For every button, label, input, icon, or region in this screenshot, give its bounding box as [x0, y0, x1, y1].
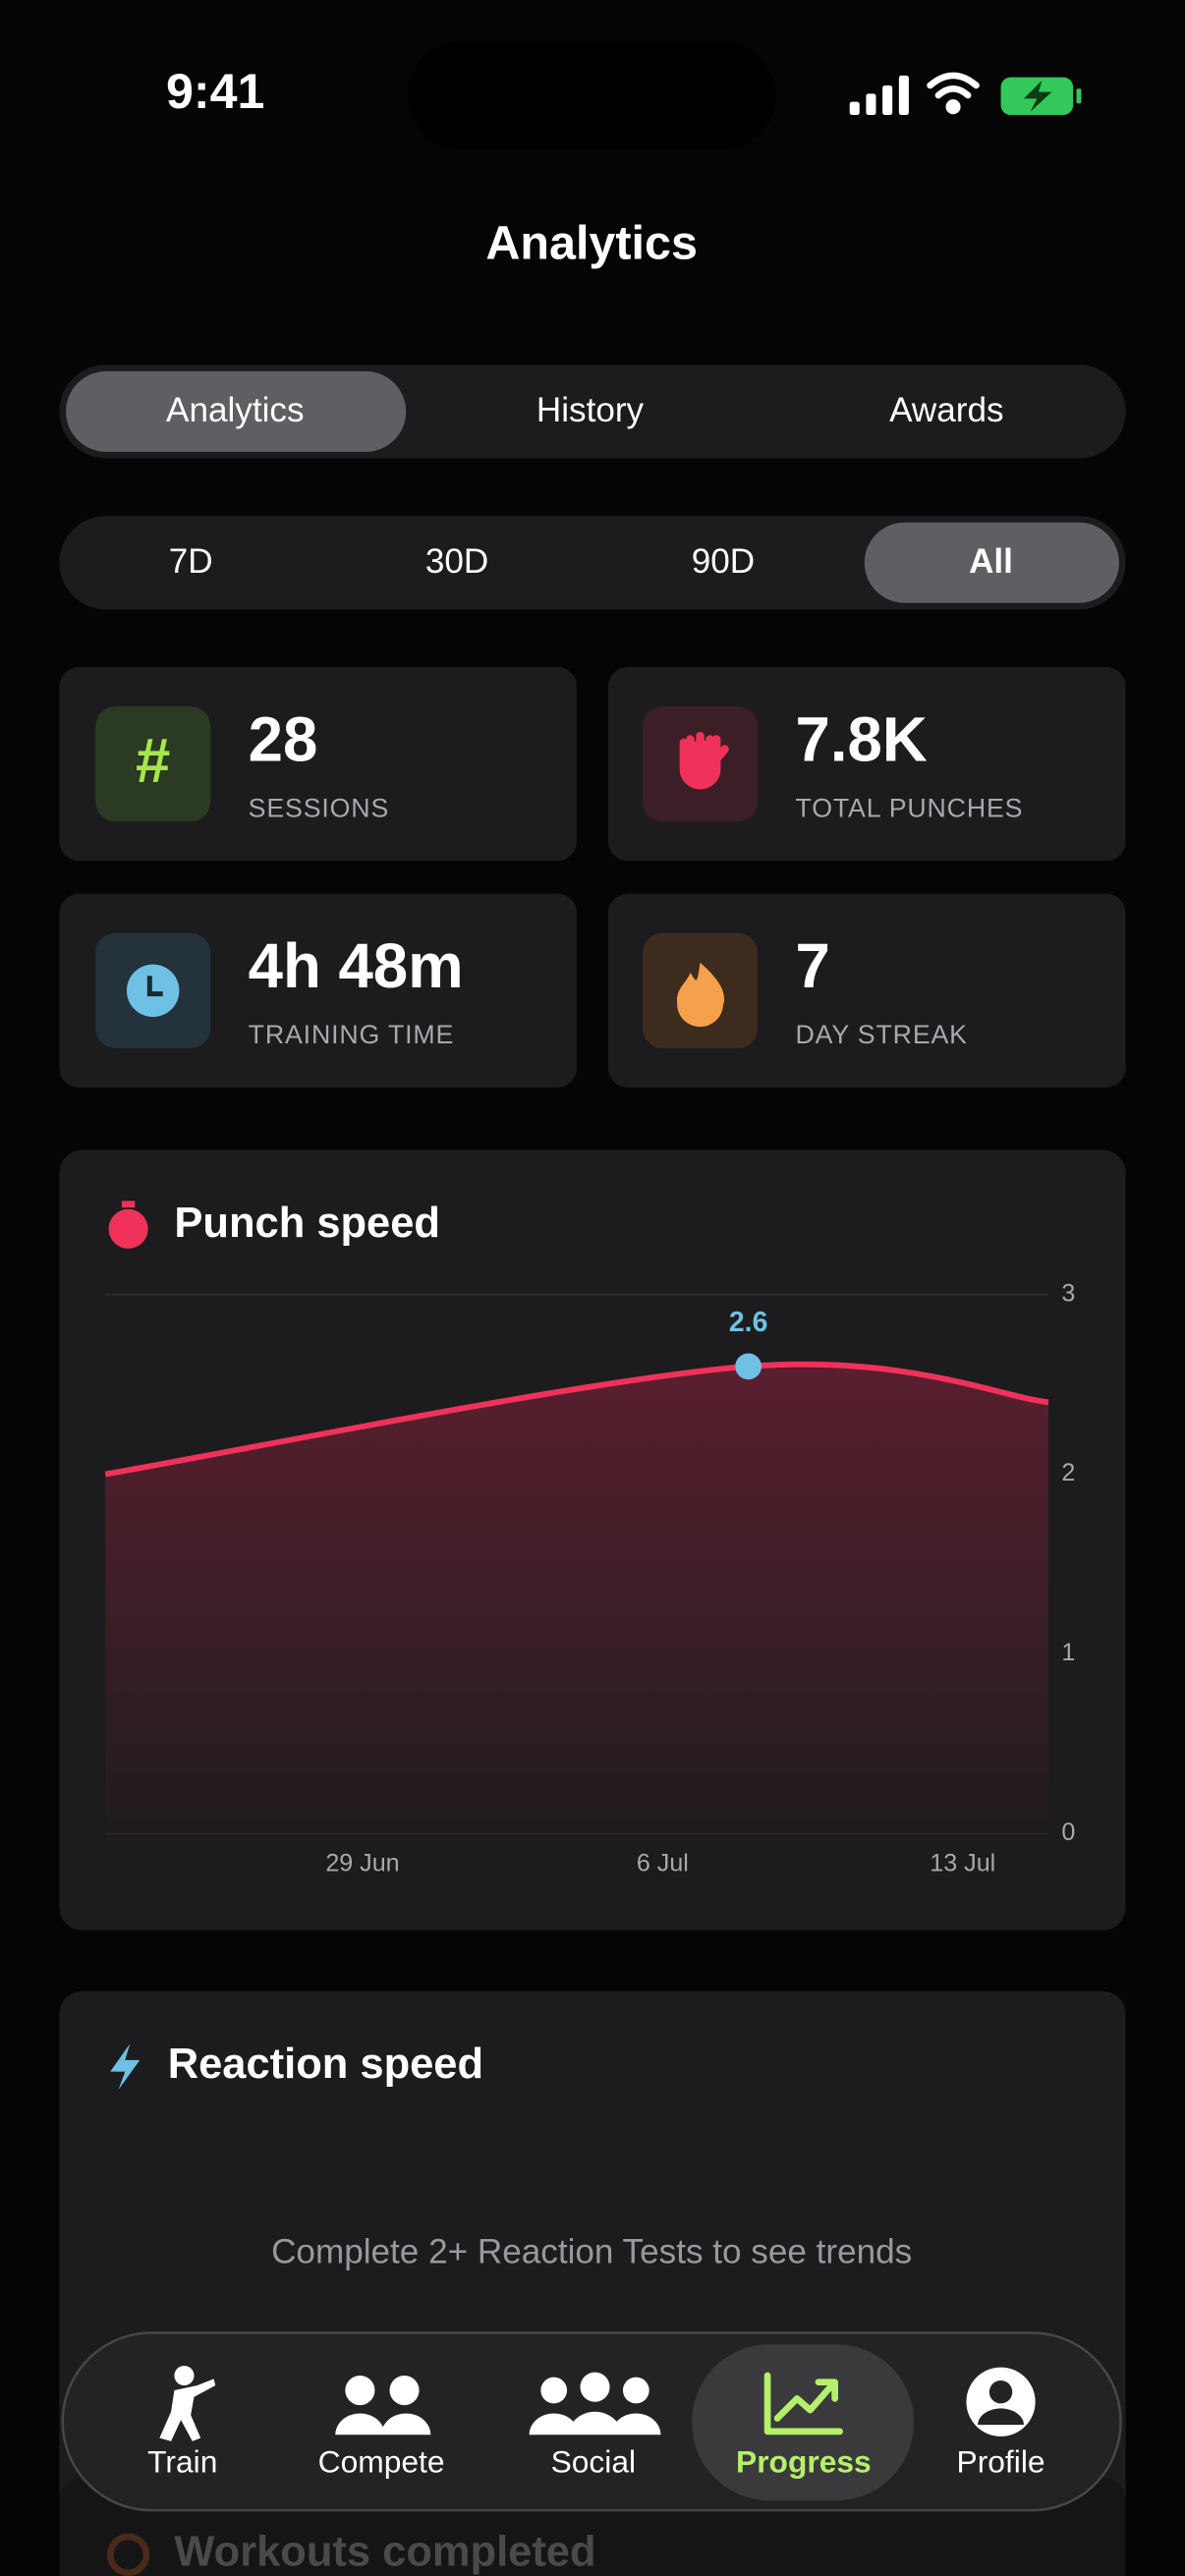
signal-icon [849, 75, 909, 116]
stopwatch-top [121, 1201, 136, 1208]
range-bar [59, 516, 1126, 610]
tab[interactable]: Awards [889, 391, 1003, 429]
tab[interactable]: Analytics [166, 391, 305, 429]
nav-item[interactable]: Social [551, 2444, 637, 2480]
nav-item[interactable]: Progress [736, 2444, 872, 2480]
workouts-icon [106, 2533, 150, 2576]
stat-label: TOTAL PUNCHES [796, 793, 1024, 822]
plot: 0 1 2 3 29 Jun 6 Jul 13 Jul 2.6 [104, 1279, 1075, 1877]
stopwatch-icon [108, 1208, 148, 1249]
y-tick-label: 0 [1061, 1819, 1075, 1846]
train-icon [159, 2365, 216, 2441]
flame-icon [676, 962, 725, 1028]
dynamic-island [407, 40, 776, 150]
range-selected [864, 522, 1119, 603]
wifi-icon [927, 72, 980, 115]
reaction-message: Complete 2+ Reaction Tests to see trends [271, 2233, 912, 2271]
stat-value: 28 [249, 704, 318, 774]
nav-item[interactable]: Profile [957, 2444, 1045, 2480]
battery-icon [1000, 77, 1082, 116]
range[interactable]: 90D [692, 542, 755, 581]
y-tick-label: 1 [1061, 1639, 1075, 1666]
status-time: 9:41 [166, 64, 264, 119]
chart-title: Punch speed [174, 1200, 440, 1247]
highlight-point [735, 1353, 762, 1380]
range[interactable]: 30D [425, 542, 488, 581]
stat-value: 4h 48m [249, 931, 464, 1001]
nav-item[interactable]: Compete [318, 2444, 445, 2480]
progress-icon [763, 2372, 844, 2436]
profile-icon [966, 2367, 1036, 2436]
x-tick-label: 6 Jul [637, 1850, 689, 1877]
workouts-title: Workouts completed [174, 2529, 595, 2576]
bolt-icon [110, 2044, 141, 2091]
nav-selected [692, 2344, 914, 2501]
range[interactable]: 7D [169, 542, 213, 581]
reaction-title: Reaction speed [168, 2041, 483, 2088]
hand-icon [679, 731, 729, 790]
compete-icon [335, 2375, 431, 2436]
page-title: Analytics [485, 217, 698, 270]
clock-icon [126, 964, 180, 1018]
value-label: 2.6 [729, 1307, 768, 1338]
y-tick-label: 2 [1061, 1459, 1075, 1486]
range[interactable]: All [969, 542, 1013, 581]
line [104, 1361, 1049, 1478]
tab[interactable]: History [536, 391, 645, 429]
y-tick-label: 3 [1061, 1279, 1075, 1307]
clock-hands [146, 976, 163, 997]
stat-value: 7.8K [796, 704, 928, 774]
social-icon [529, 2372, 661, 2436]
stat-label: DAY STREAK [796, 1020, 968, 1049]
area [105, 1364, 1049, 1834]
stat-value: 7 [796, 931, 830, 1001]
hash-icon: # [136, 726, 170, 796]
stat-label: TRAINING TIME [249, 1020, 455, 1049]
x-tick-label: 13 Jul [930, 1850, 995, 1877]
nav-item[interactable]: Train [147, 2444, 217, 2480]
tab-selected [66, 370, 407, 452]
stat-label: SESSIONS [249, 793, 389, 822]
stat-icon-bg [95, 706, 211, 822]
x-tick-label: 29 Jun [325, 1850, 399, 1877]
